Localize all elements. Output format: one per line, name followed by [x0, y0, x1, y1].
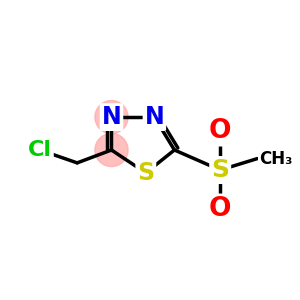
- Text: CH₃: CH₃: [259, 150, 292, 168]
- Text: N: N: [102, 105, 122, 129]
- Text: O: O: [209, 118, 231, 144]
- Text: S: S: [211, 158, 229, 182]
- Text: S: S: [137, 161, 154, 185]
- Text: O: O: [209, 196, 231, 222]
- Circle shape: [95, 100, 128, 134]
- Text: N: N: [145, 105, 164, 129]
- Circle shape: [95, 134, 128, 166]
- Text: Cl: Cl: [28, 140, 52, 160]
